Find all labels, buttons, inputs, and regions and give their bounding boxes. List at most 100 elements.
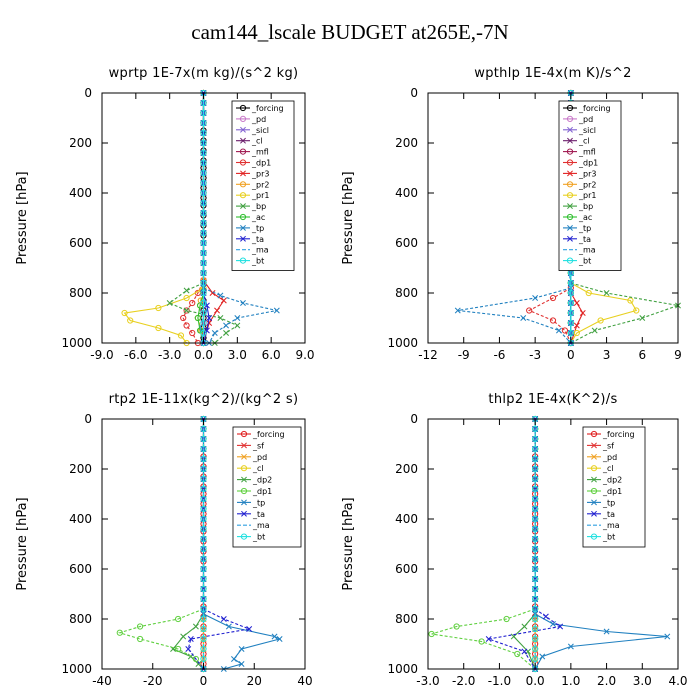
y-tick-label: 600 <box>69 236 92 250</box>
panel-title: wpthlp 1E-4x(m K)/s^2 <box>474 66 631 81</box>
x-tick-label: -12 <box>418 348 438 362</box>
data-point <box>573 300 580 306</box>
legend-item: _ma <box>563 246 596 255</box>
data-point <box>542 613 549 620</box>
legend-label: _ta <box>602 510 615 519</box>
legend-label: _mfl <box>251 148 269 157</box>
legend-marker <box>240 137 246 144</box>
data-point <box>223 322 230 329</box>
legend-label: _bt <box>578 257 591 266</box>
y-tick-label: 0 <box>84 86 92 100</box>
data-point <box>195 661 202 667</box>
y-tick-label: 600 <box>395 562 418 576</box>
data-point <box>532 615 539 623</box>
legend-item: _sicl <box>563 126 596 135</box>
legend-item: _ta <box>236 235 264 244</box>
data-point <box>183 307 190 314</box>
data-point <box>183 294 190 302</box>
data-point <box>200 425 207 433</box>
data-point <box>532 535 539 543</box>
series-line <box>570 93 638 344</box>
data-point <box>200 505 207 513</box>
legend-item: _bt <box>237 533 265 542</box>
legend-marker <box>590 465 598 472</box>
legend-label: _pd <box>602 453 617 462</box>
series-dp1 <box>116 415 207 673</box>
plot-frame <box>427 92 679 344</box>
legend-label: _dp1 <box>251 159 271 168</box>
legend-item: _cl <box>236 137 263 146</box>
legend-label: _dp2 <box>602 476 622 485</box>
data-point <box>478 638 485 645</box>
x-tick-label: 6 <box>638 348 646 362</box>
data-point <box>532 435 539 443</box>
y-tick-label: 400 <box>395 512 418 526</box>
legend-marker <box>567 224 573 231</box>
y-tick-label: 600 <box>395 236 418 250</box>
data-point <box>223 330 230 336</box>
legend-marker <box>590 430 598 438</box>
data-point <box>136 623 144 630</box>
data-point <box>192 655 199 663</box>
series-line <box>117 419 205 670</box>
legend-label: _tp <box>602 498 615 507</box>
data-point <box>200 239 207 247</box>
y-tick-label: 800 <box>395 612 418 626</box>
series-line <box>431 419 536 670</box>
legend-marker <box>566 104 574 112</box>
legend-item: _tp <box>563 224 591 233</box>
y-tick-label: 200 <box>395 462 418 476</box>
y-axis-label: Pressure [hPa] <box>341 171 356 264</box>
legend-item: _pd <box>236 115 266 124</box>
data-point <box>200 455 207 463</box>
legend-marker <box>240 533 248 540</box>
legend-item: _pr3 <box>236 169 269 178</box>
legend-item: _sicl <box>236 126 269 135</box>
y-tick-label: 800 <box>69 286 92 300</box>
data-point <box>503 615 510 623</box>
legend-item: _pd <box>587 453 617 462</box>
data-point <box>175 615 182 623</box>
legend-item: _ta <box>237 510 265 519</box>
legend-marker <box>239 159 247 166</box>
series-dp1 <box>428 415 539 673</box>
legend-label: _bp <box>578 202 593 211</box>
legend-item: _mfl <box>563 148 596 157</box>
legend-item: _forcing <box>563 104 611 113</box>
legend-marker <box>240 430 248 438</box>
data-point <box>532 495 539 503</box>
legend-item: _bp <box>563 202 593 211</box>
legend-item: _ac <box>563 213 592 222</box>
data-point <box>550 621 556 627</box>
x-tick-label: 3.0 <box>228 348 247 362</box>
y-tick-label: 0 <box>410 86 418 100</box>
data-point <box>200 299 207 307</box>
legend-item: _pr2 <box>236 180 269 189</box>
data-point <box>200 279 207 287</box>
legend-marker <box>239 104 247 112</box>
legend-marker <box>567 203 573 210</box>
x-tick-label: 9.0 <box>295 348 314 362</box>
data-point <box>532 475 539 483</box>
data-point <box>532 555 539 563</box>
y-tick-label: 1000 <box>61 336 92 350</box>
data-point <box>200 319 207 327</box>
data-point <box>214 307 220 314</box>
legend-label: _pr3 <box>251 169 269 178</box>
x-tick-label: -3.0 <box>416 674 439 688</box>
data-point <box>200 445 207 453</box>
legend-label: _mfl <box>578 148 596 157</box>
data-point <box>192 623 199 630</box>
legend-label: _dp1 <box>252 487 272 496</box>
legend-label: _ma <box>252 521 270 530</box>
legend-item: _ta <box>563 235 591 244</box>
data-point <box>567 643 574 650</box>
data-point <box>539 653 546 660</box>
data-point <box>136 635 144 643</box>
legend-box <box>582 426 646 548</box>
legend-label: _sf <box>252 441 264 450</box>
legend-label: _pd <box>578 115 593 124</box>
chart-panel-4: thlp2 1E-4x(K^2)/s Pressure [hPa] -3.0 -2.0… <box>341 392 688 688</box>
data-point <box>532 445 539 453</box>
